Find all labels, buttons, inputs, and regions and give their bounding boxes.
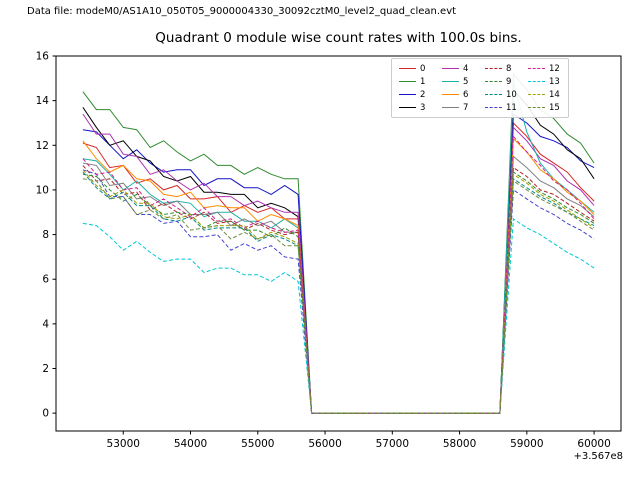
- legend-item-3: 3: [399, 101, 432, 114]
- legend-item-label: 2: [420, 89, 426, 100]
- legend-item-label: 5: [463, 76, 469, 87]
- legend-item-label: 15: [549, 102, 560, 113]
- legend-item-label: 11: [506, 102, 517, 113]
- x-tick-label: 55000: [241, 438, 274, 450]
- legend-item-2: 2: [399, 88, 432, 101]
- legend-item-5: 5: [442, 75, 475, 88]
- legend-item-label: 6: [463, 89, 469, 100]
- legend-line-sample: [528, 94, 545, 95]
- legend-item-4: 4: [442, 62, 475, 75]
- series-line-0: [82, 121, 595, 414]
- legend-line-sample: [399, 94, 416, 95]
- legend-item-15: 15: [528, 101, 561, 114]
- legend-item-9: 9: [485, 75, 518, 88]
- legend-line-sample: [485, 68, 502, 69]
- y-tick-label: 8: [42, 229, 49, 241]
- series-line-10: [82, 171, 595, 414]
- series-line-9: [82, 171, 595, 414]
- legend-line-sample: [442, 94, 459, 95]
- series-line-5: [82, 82, 595, 414]
- series-line-3: [82, 88, 595, 414]
- legend-item-1: 1: [399, 75, 432, 88]
- legend-line-sample: [442, 107, 459, 108]
- x-tick-label: 58000: [443, 438, 476, 450]
- y-tick-label: 2: [42, 363, 49, 375]
- legend-item-label: 8: [506, 63, 512, 74]
- legend-item-label: 3: [420, 102, 426, 113]
- y-tick-label: 6: [42, 274, 49, 286]
- series-line-6: [82, 137, 595, 414]
- series-line-4: [82, 113, 595, 414]
- y-tick-label: 4: [42, 318, 49, 330]
- y-tick-label: 14: [36, 95, 50, 107]
- legend-line-sample: [399, 107, 416, 108]
- legend-item-label: 4: [463, 63, 469, 74]
- legend-item-label: 13: [549, 76, 560, 87]
- legend-item-label: 14: [549, 89, 560, 100]
- series-line-15: [82, 178, 595, 414]
- chart-title: Quadrant 0 module wise count rates with …: [155, 30, 522, 46]
- series-line-12: [82, 135, 595, 414]
- legend-item-6: 6: [442, 88, 475, 101]
- legend-item-label: 0: [420, 63, 426, 74]
- series-line-2: [82, 113, 595, 414]
- legend-item-8: 8: [485, 62, 518, 75]
- x-tick-label: 60000: [577, 438, 610, 450]
- x-tick-label: 56000: [308, 438, 341, 450]
- x-axis-offset-label: +3.567e8: [573, 451, 623, 462]
- legend: 0 1 2 3 4 5 6 7 8 9 10 11 12 13 14 15: [391, 58, 569, 118]
- y-tick-label: 10: [36, 184, 49, 196]
- series-line-1: [82, 72, 595, 414]
- legend-item-label: 7: [463, 102, 469, 113]
- legend-line-sample: [485, 107, 502, 108]
- legend-item-label: 10: [506, 89, 517, 100]
- legend-line-sample: [528, 107, 545, 108]
- legend-line-sample: [442, 81, 459, 82]
- legend-item-label: 1: [420, 76, 426, 87]
- legend-item-10: 10: [485, 88, 518, 101]
- legend-line-sample: [485, 94, 502, 95]
- legend-item-12: 12: [528, 62, 561, 75]
- data-file-label: Data file: modeM0/AS1A10_050T05_90000043…: [27, 6, 457, 17]
- legend-item-14: 14: [528, 88, 561, 101]
- legend-line-sample: [399, 81, 416, 82]
- axes-frame: [55, 55, 622, 432]
- x-tick-label: 53000: [107, 438, 140, 450]
- series-line-14: [82, 169, 595, 414]
- x-tick-label: 57000: [376, 438, 409, 450]
- legend-line-sample: [485, 81, 502, 82]
- series-line-13: [82, 218, 595, 414]
- legend-item-13: 13: [528, 75, 561, 88]
- y-tick-label: 16: [36, 51, 50, 63]
- x-tick-label: 54000: [174, 438, 207, 450]
- legend-line-sample: [528, 68, 545, 69]
- y-tick-label: 12: [36, 140, 49, 152]
- legend-line-sample: [528, 81, 545, 82]
- legend-item-0: 0: [399, 62, 432, 75]
- legend-line-sample: [399, 68, 416, 69]
- y-tick-label: 0: [42, 408, 49, 420]
- series-line-11: [82, 169, 595, 414]
- x-tick-label: 59000: [510, 438, 543, 450]
- series-line-7: [82, 155, 595, 414]
- legend-item-7: 7: [442, 101, 475, 114]
- legend-item-11: 11: [485, 101, 518, 114]
- legend-item-label: 12: [549, 63, 560, 74]
- legend-line-sample: [442, 68, 459, 69]
- legend-item-label: 9: [506, 76, 512, 87]
